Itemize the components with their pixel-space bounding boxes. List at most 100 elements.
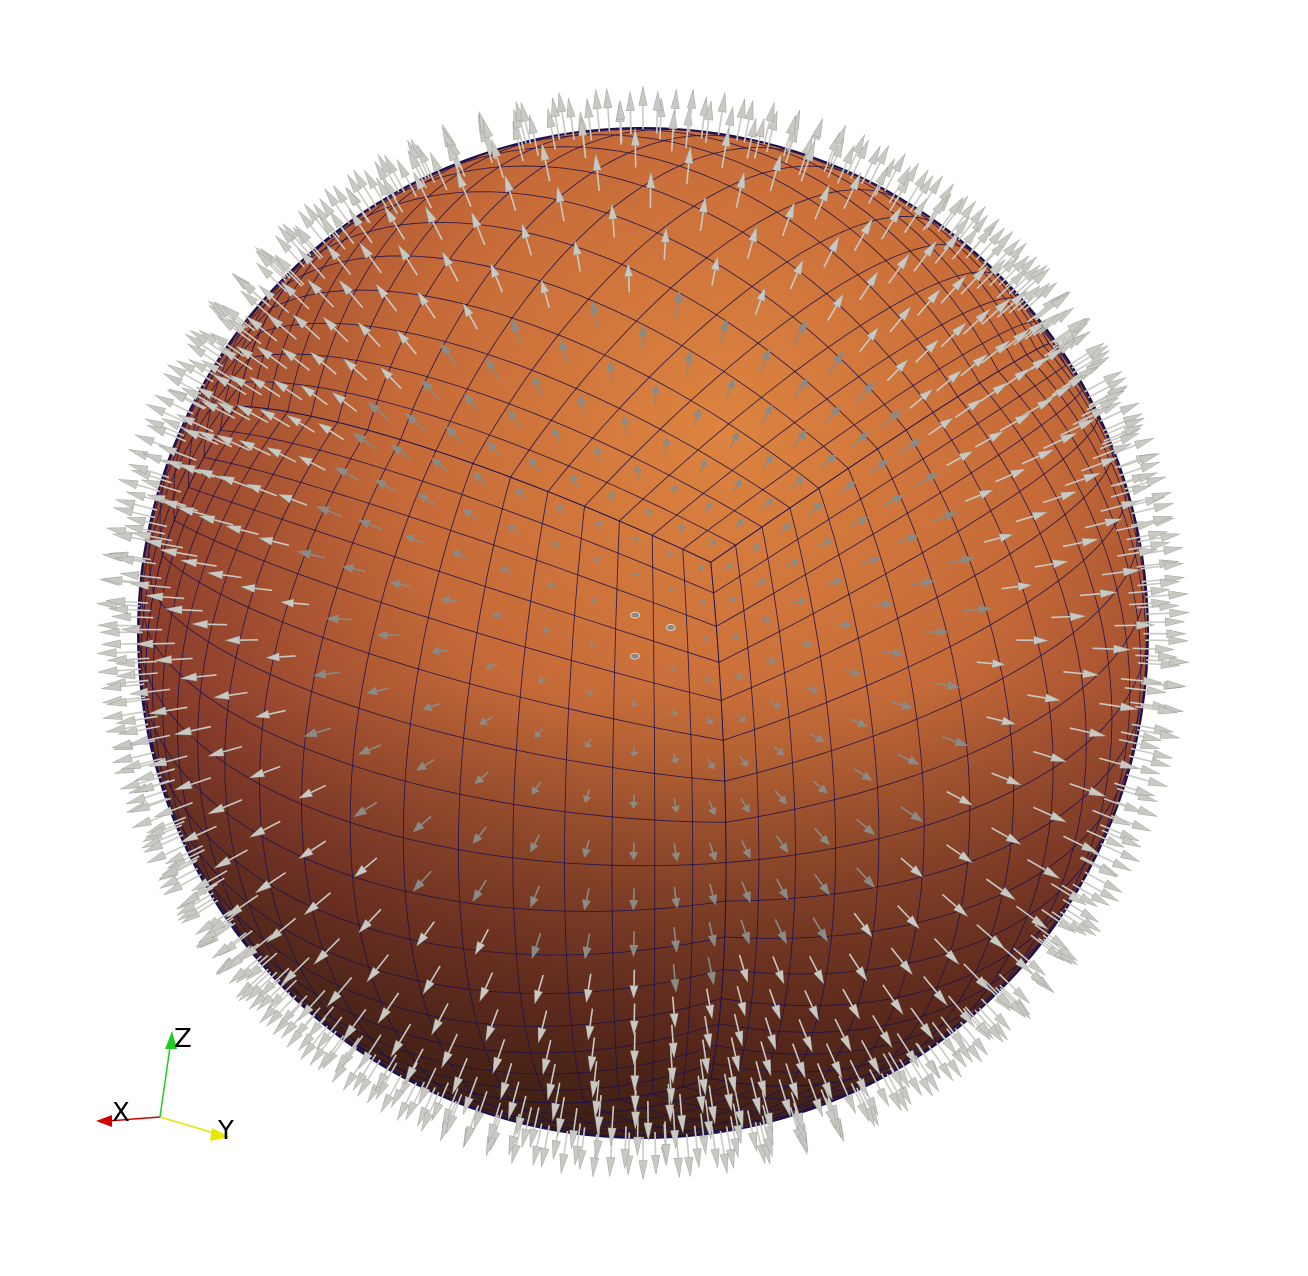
vector-arrow: [1099, 402, 1140, 422]
vector-arrow: [1041, 908, 1076, 934]
vector-arrow: [670, 1108, 680, 1149]
vector-arrow: [1092, 443, 1132, 460]
vector-arrow: [383, 205, 406, 240]
vector-arrow: [732, 1103, 742, 1144]
vector-arrow: [547, 581, 556, 590]
vector-arrow: [97, 621, 141, 630]
vector-arrow: [121, 757, 163, 770]
vector-arrow: [297, 248, 326, 280]
vector-arrow: [532, 1123, 543, 1166]
vector-arrow: [660, 227, 670, 260]
vector-arrow: [996, 290, 1028, 318]
vector-arrow: [608, 203, 618, 238]
vector-arrow: [557, 92, 567, 136]
mesh-line: [236, 227, 344, 407]
vector-arrow: [1135, 651, 1178, 661]
vector-arrow: [607, 491, 617, 503]
vector-arrow: [915, 472, 940, 486]
vector-arrow: [582, 933, 592, 960]
vector-arrow: [697, 565, 705, 572]
mesh-line: [367, 129, 670, 431]
vector-arrow: [492, 1039, 506, 1074]
vector-arrow: [278, 995, 308, 1027]
vector-arrow: [1062, 538, 1099, 548]
vector-arrow: [1008, 285, 1041, 314]
vector-arrow: [790, 1091, 805, 1132]
mesh-line: [457, 477, 511, 1100]
vector-arrow: [254, 709, 286, 719]
vector-arrow: [729, 1116, 740, 1158]
vector-arrow: [999, 413, 1032, 432]
mesh-line: [300, 1003, 711, 1104]
vector-arrow: [1116, 801, 1158, 817]
vector-arrow: [782, 115, 796, 157]
vector-arrow: [1050, 318, 1086, 344]
vector-arrow: [221, 304, 256, 332]
vector-arrow: [546, 1063, 556, 1101]
vector-arrow: [380, 1074, 402, 1113]
vector-arrow: [998, 255, 1030, 286]
vector-arrow: [651, 1131, 661, 1175]
vector-arrow: [1137, 578, 1180, 588]
mesh-line: [148, 510, 155, 593]
vector-arrow: [668, 1024, 678, 1059]
vector-arrow: [154, 801, 193, 818]
vector-arrow: [768, 988, 781, 1021]
vector-arrow: [794, 377, 809, 399]
vector-arrow: [954, 398, 983, 419]
vector-arrow: [916, 288, 942, 317]
mesh-line: [349, 450, 437, 1084]
mesh-line: [718, 417, 1099, 663]
vector-arrow: [954, 1027, 983, 1063]
vector-arrow: [1092, 809, 1131, 826]
vector-arrow: [746, 118, 757, 159]
vector-arrow: [746, 1110, 757, 1152]
vector-arrow: [176, 360, 214, 383]
vector-arrow: [940, 275, 967, 304]
vector-arrow: [101, 682, 145, 692]
vector-arrow: [105, 597, 149, 607]
mesh-line: [718, 926, 1053, 1033]
z-axis-label: Z: [174, 1024, 192, 1054]
vector-arrow: [884, 153, 906, 192]
vector-arrow: [1079, 857, 1118, 878]
vector-arrow: [1064, 907, 1101, 933]
vector-arrow: [807, 1078, 823, 1118]
vector-arrow: [808, 955, 825, 985]
vector-arrow: [163, 873, 202, 895]
vector-arrow: [727, 1057, 737, 1094]
vector-arrow: [998, 973, 1030, 1004]
vector-arrow: [1013, 947, 1046, 976]
vector-arrow: [1128, 755, 1171, 767]
mesh-line: [1034, 321, 1097, 413]
vector-arrow: [741, 881, 751, 903]
vector-arrow: [572, 240, 582, 272]
vector-arrow: [118, 725, 160, 736]
vector-arrow: [1084, 518, 1123, 529]
vector-arrow: [417, 1087, 436, 1127]
vector-arrow: [159, 548, 198, 557]
vector-arrow: [630, 611, 641, 619]
vector-arrow: [778, 1079, 791, 1118]
mesh-line: [435, 147, 803, 451]
vector-arrow: [504, 174, 517, 211]
vector-arrow: [665, 624, 676, 631]
vector-arrow: [853, 218, 873, 252]
mesh-line: [710, 1029, 954, 1087]
vector-arrow: [358, 1034, 382, 1070]
vector-arrow: [216, 401, 251, 421]
vector-arrow: [909, 1059, 933, 1097]
vector-arrow: [236, 277, 270, 306]
vector-arrow: [798, 1019, 813, 1054]
vector-arrow: [348, 209, 373, 244]
vector-arrow: [1100, 843, 1140, 862]
mesh-line: [716, 389, 1083, 627]
vector-arrow: [584, 98, 594, 141]
vector-arrow: [578, 117, 588, 159]
z-axis-arrow: [165, 1031, 177, 1049]
vector-arrow: [629, 746, 639, 757]
vector-arrow: [1016, 635, 1049, 645]
vector-arrow: [625, 91, 635, 135]
vector-arrow: [145, 820, 185, 838]
